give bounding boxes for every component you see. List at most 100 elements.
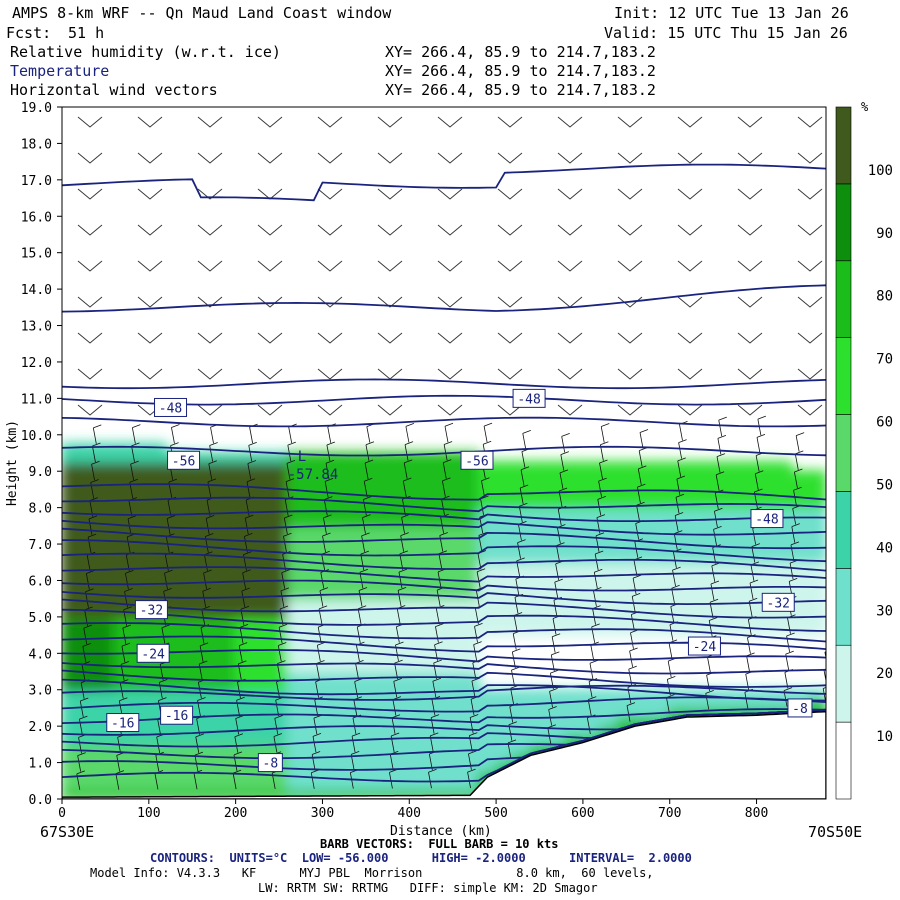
rh-cell (217, 788, 237, 799)
wind-barb-flag (595, 550, 604, 555)
rh-cell (286, 761, 307, 773)
rh-cell (130, 779, 150, 791)
wind-barb (471, 680, 476, 698)
y-tick-label: 0.0 (29, 793, 52, 808)
contour-label-box (106, 713, 140, 733)
y-tick-label: 6.0 (29, 574, 52, 589)
wind-barb (476, 571, 481, 588)
rh-cell (165, 670, 185, 682)
rh-cell (113, 561, 133, 573)
rh-cell (165, 524, 185, 536)
wind-barb-flag (209, 442, 218, 446)
wind-barb-flag (439, 532, 448, 536)
rh-cell (62, 752, 81, 764)
rh-cell (443, 588, 463, 600)
wind-barb (634, 541, 639, 558)
rh-cell (564, 706, 584, 719)
rh-cell (477, 606, 498, 618)
rh-cell (304, 597, 324, 609)
wind-barb-flag (511, 666, 520, 671)
rh-cell (62, 488, 81, 500)
wind-barb-flag (242, 569, 251, 574)
wind-barb-flag (233, 751, 243, 756)
rh-cell (599, 625, 619, 637)
wind-barb (674, 515, 679, 532)
y-tick-label: 4.0 (29, 647, 52, 662)
wind-barb (360, 553, 365, 571)
rh-cell (408, 615, 428, 627)
wind-barb (274, 718, 279, 735)
wind-barb-flag (82, 642, 92, 647)
rh-cell (286, 734, 307, 746)
rh-cell (512, 588, 532, 600)
rh-cell (217, 634, 237, 646)
rh-cell (182, 734, 202, 746)
rh-cell (304, 497, 324, 509)
rh-cell (165, 761, 185, 773)
rh-cell (460, 770, 480, 782)
rh-cell (147, 488, 168, 500)
wind-barb (511, 651, 516, 668)
rh-cell (547, 470, 567, 482)
rh-cell (807, 570, 826, 582)
rh-cell (634, 552, 654, 564)
rh-cell (581, 552, 602, 564)
rh-cell (390, 725, 411, 737)
rh-cell (199, 779, 220, 791)
wind-barb (444, 426, 449, 443)
rh-cell (338, 570, 359, 582)
rh-cell (425, 524, 445, 536)
rh-cell (564, 524, 584, 536)
rh-cell (616, 606, 636, 618)
wind-barb (316, 645, 321, 662)
rh-cell (62, 652, 81, 664)
wind-barb (677, 460, 682, 477)
rh-cell (720, 470, 741, 482)
wind-barb (389, 754, 394, 771)
rh-cell (425, 606, 445, 618)
rh-cell (199, 688, 220, 700)
rh-cell (338, 725, 359, 737)
rh-cell (356, 625, 376, 637)
rh-cell (686, 552, 706, 564)
rh-cell (755, 606, 775, 618)
rh-cell (321, 761, 341, 773)
wind-barb-flag (560, 451, 569, 455)
rh-cell (390, 543, 411, 555)
rh-cell (147, 788, 168, 799)
wind-barb (126, 536, 131, 553)
rh-cell (477, 743, 498, 755)
rh-cell (304, 543, 324, 555)
rh-cell (564, 488, 584, 500)
wind-barb-flag (248, 441, 257, 446)
rh-cell (460, 697, 480, 709)
colorbar-bin (835, 644, 852, 723)
rh-cell (95, 524, 116, 536)
rh-cell (95, 779, 116, 791)
field-name-rh: Relative humidity (w.r.t. ice) (10, 43, 281, 61)
rh-cell (634, 561, 654, 573)
rh-cell (252, 543, 272, 555)
y-tick-label: 13.0 (21, 320, 52, 335)
rh-cell (252, 679, 272, 691)
rh-cell (165, 725, 185, 737)
wind-barb-flag (90, 479, 99, 483)
wind-barb (626, 705, 631, 722)
wind-barb (428, 772, 432, 789)
rh-cell (147, 716, 168, 728)
temperature-contour (62, 539, 826, 563)
rh-cell (165, 788, 185, 799)
rh-cell (512, 506, 532, 518)
x-tick-label: 500 (484, 806, 507, 821)
rh-cell (130, 679, 150, 691)
rh-cell (738, 543, 758, 555)
rh-cell (460, 543, 480, 555)
wind-barb-flag (674, 530, 683, 535)
rh-cell (495, 697, 515, 709)
wind-barb (355, 663, 359, 680)
wind-barb (324, 481, 329, 498)
rh-cell (286, 606, 307, 618)
rh-cell (234, 643, 254, 655)
rh-cell (495, 725, 515, 737)
rh-cell (703, 461, 723, 473)
